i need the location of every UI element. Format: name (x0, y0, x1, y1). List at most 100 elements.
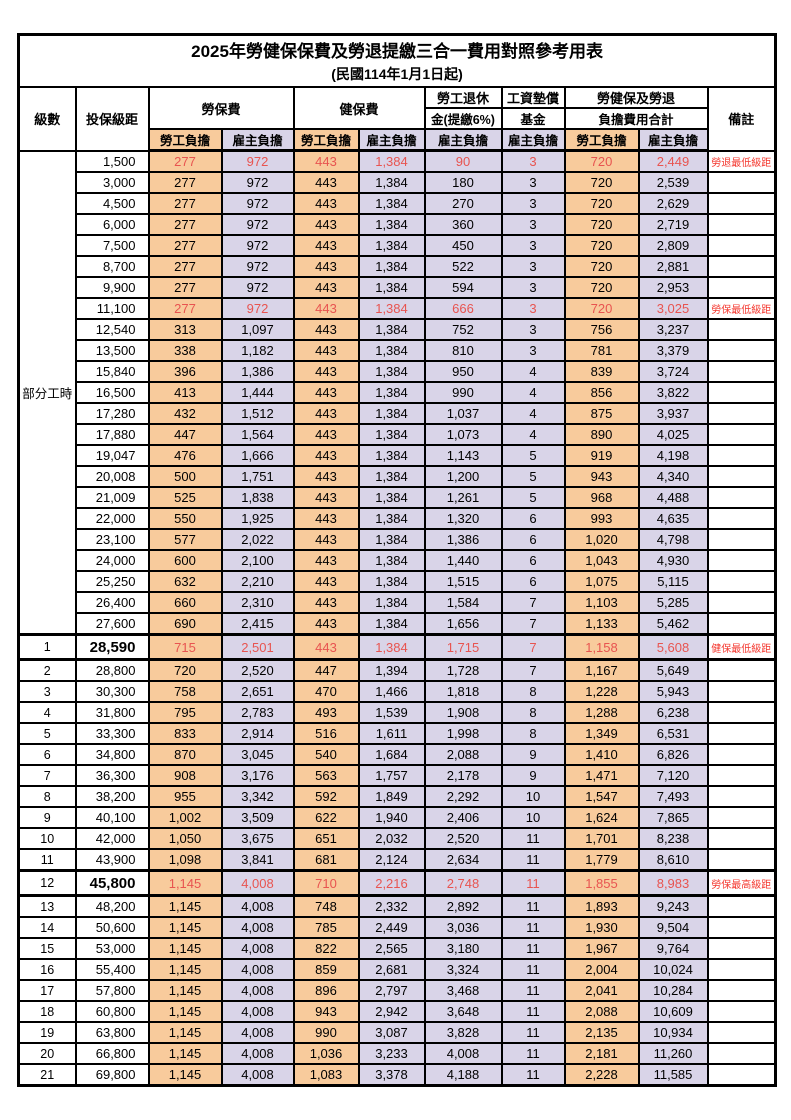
remark-cell (706, 402, 777, 425)
wage-fund-employer-cell: 6 (500, 549, 566, 572)
labor-worker-cell: 1,002 (147, 806, 223, 829)
bracket-cell: 43,900 (74, 848, 150, 872)
level-group-cell: 部分工時 (17, 149, 77, 636)
labor-employer-cell: 2,501 (220, 633, 295, 661)
pension-employer-cell: 360 (423, 213, 503, 236)
wage-fund-employer-cell: 7 (500, 658, 566, 682)
total-worker-cell: 2,228 (563, 1063, 640, 1087)
health-employer-cell: 1,384 (357, 149, 426, 173)
total-worker-cell: 943 (563, 465, 640, 488)
wage-fund-employer-cell: 3 (500, 339, 566, 362)
total-worker-cell: 875 (563, 402, 640, 425)
health-worker-cell: 443 (292, 297, 360, 320)
health-worker-cell: 443 (292, 213, 360, 236)
pension-employer-cell: 1,261 (423, 486, 503, 509)
labor-employer-cell: 1,386 (220, 360, 295, 383)
header-row-3: 勞工負擔 雇主負擔 勞工負擔 雇主負擔 雇主負擔 雇主負擔 勞工負擔 雇主負擔 (19, 128, 776, 152)
labor-employer-cell: 972 (220, 192, 295, 215)
bracket-cell: 53,000 (74, 937, 150, 960)
remark-cell: 健保最低級距 (706, 633, 777, 661)
table-row: 16,500 413 1,444 443 1,384 990 4 856 3,822 (19, 381, 777, 404)
wage-fund-employer-cell: 7 (500, 633, 566, 661)
health-employer-cell: 2,332 (357, 894, 426, 918)
pension-employer-cell: 2,406 (423, 806, 503, 829)
labor-employer-cell: 972 (220, 149, 295, 173)
level-cell: 18 (17, 1000, 77, 1023)
total-employer-cell: 6,531 (637, 722, 709, 745)
health-worker-cell: 443 (292, 276, 360, 299)
labor-employer-cell: 4,008 (220, 869, 295, 897)
health-employer-cell: 1,940 (357, 806, 426, 829)
wage-fund-employer-cell: 8 (500, 680, 566, 703)
table-body: 部分工時 1,500 277 972 443 1,384 90 3 720 2,449 勞退最低級距… (17, 149, 777, 1087)
health-employer-cell: 2,032 (357, 827, 426, 850)
pension-employer-cell: 522 (423, 255, 503, 278)
table-row: 5 33,300 833 2,914 516 1,611 1,998 8 1,349 6,531 (17, 722, 777, 745)
total-employer-cell: 7,865 (637, 806, 709, 829)
labor-employer-cell: 2,651 (220, 680, 295, 703)
total-worker-cell: 720 (563, 149, 640, 173)
total-employer-cell: 4,340 (637, 465, 709, 488)
health-worker-cell: 443 (292, 528, 360, 551)
labor-worker-cell: 525 (147, 486, 223, 509)
wage-fund-employer-cell: 3 (500, 192, 566, 215)
pension-employer-cell: 2,520 (423, 827, 503, 850)
labor-employer-cell: 1,097 (220, 318, 295, 341)
table-row: 17,880 447 1,564 443 1,384 1,073 4 890 4,025 (19, 423, 777, 446)
health-employer-cell: 1,849 (357, 785, 426, 808)
table-row: 9 40,100 1,002 3,509 622 1,940 2,406 10 1,624 7,8… (17, 806, 777, 829)
wage-fund-employer-cell: 5 (500, 465, 566, 488)
health-worker-cell: 748 (292, 894, 360, 918)
bracket-cell: 8,700 (74, 255, 150, 278)
health-employer-cell: 3,087 (357, 1021, 426, 1044)
bracket-cell: 6,000 (74, 213, 150, 236)
table-row: 24,000 600 2,100 443 1,384 1,440 6 1,043 4,930 (19, 549, 777, 572)
remark-cell (706, 192, 777, 215)
health-worker-cell: 710 (292, 869, 360, 897)
level-cell: 3 (17, 680, 77, 703)
col-header-health-insurance: 健保費 (292, 86, 426, 130)
pension-employer-cell: 1,584 (423, 591, 503, 614)
level-cell: 14 (17, 916, 77, 939)
level-cell: 15 (17, 937, 77, 960)
total-worker-cell: 1,967 (563, 937, 640, 960)
wage-fund-employer-cell: 4 (500, 402, 566, 425)
wage-fund-employer-cell: 7 (500, 591, 566, 614)
total-worker-cell: 1,133 (563, 612, 640, 636)
health-worker-cell: 443 (292, 402, 360, 425)
pension-employer-cell: 1,656 (423, 612, 503, 636)
pension-employer-cell: 2,748 (423, 869, 503, 897)
table-row: 8 38,200 955 3,342 592 1,849 2,292 10 1,547 7,493 (17, 785, 777, 808)
wage-fund-employer-cell: 3 (500, 213, 566, 236)
total-employer-cell: 5,115 (637, 570, 709, 593)
labor-worker-cell: 715 (147, 633, 223, 661)
total-worker-cell: 2,004 (563, 958, 640, 981)
labor-employer-cell: 4,008 (220, 979, 295, 1002)
total-employer-cell: 2,539 (637, 171, 709, 194)
pension-employer-cell: 1,715 (423, 633, 503, 661)
remark-cell (706, 894, 777, 918)
table-row: 22,000 550 1,925 443 1,384 1,320 6 993 4,635 (19, 507, 777, 530)
total-worker-cell: 720 (563, 276, 640, 299)
remark-cell (706, 318, 777, 341)
table-row: 18 60,800 1,145 4,008 943 2,942 3,648 11 2,088 10… (17, 1000, 777, 1023)
page-title: 2025年勞健保保費及勞退提繳三合一費用對照參考用表 (191, 42, 603, 62)
labor-worker-cell: 577 (147, 528, 223, 551)
health-employer-cell: 1,384 (357, 360, 426, 383)
wage-fund-employer-cell: 4 (500, 423, 566, 446)
labor-employer-cell: 972 (220, 213, 295, 236)
table-row: 11 43,900 1,098 3,841 681 2,124 2,634 11 1,779 8,… (17, 848, 777, 872)
health-worker-cell: 990 (292, 1021, 360, 1044)
total-worker-cell: 1,624 (563, 806, 640, 829)
bracket-cell: 21,009 (74, 486, 150, 509)
pension-employer-cell: 752 (423, 318, 503, 341)
total-employer-cell: 3,025 (637, 297, 709, 320)
bracket-cell: 9,900 (74, 276, 150, 299)
total-worker-cell: 919 (563, 444, 640, 467)
bracket-cell: 20,008 (74, 465, 150, 488)
pension-employer-cell: 2,292 (423, 785, 503, 808)
health-employer-cell: 1,384 (357, 381, 426, 404)
health-worker-cell: 1,083 (292, 1063, 360, 1087)
remark-cell (706, 549, 777, 572)
labor-worker-cell: 313 (147, 318, 223, 341)
